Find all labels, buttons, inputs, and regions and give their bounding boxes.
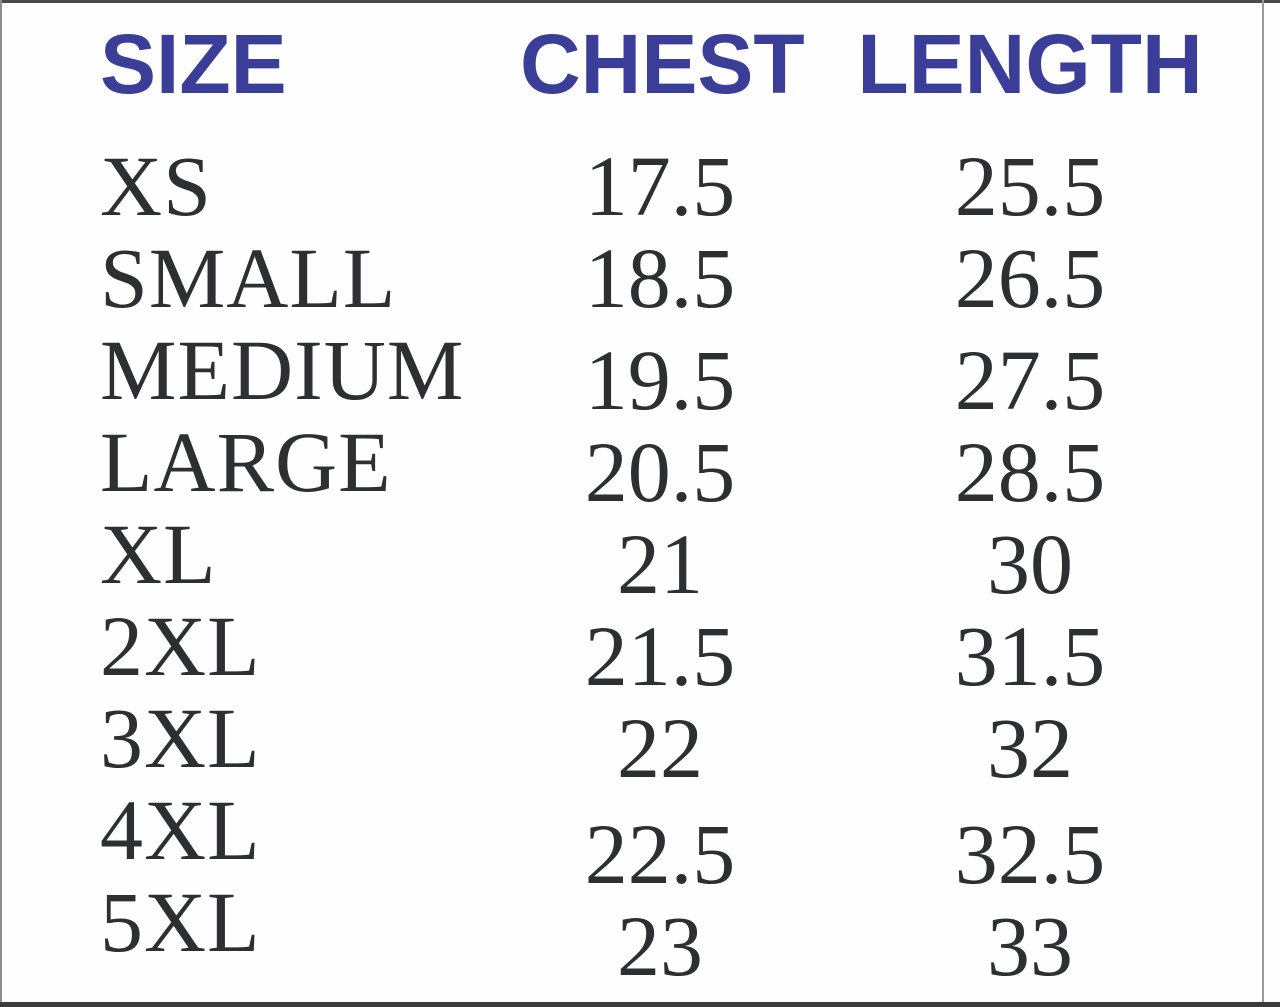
length-cell: 25.5 (954, 138, 1106, 234)
chest-cell: 20.5 (584, 424, 736, 520)
size-cell: 5XL (100, 874, 261, 970)
chest-cell: 17.5 (584, 138, 736, 234)
size-table: SIZE CHEST LENGTH XS 17.5 25.5 SMALL 18.… (100, 16, 1280, 989)
size-cell: LARGE (100, 414, 392, 510)
length-cell: 32.5 (954, 806, 1106, 902)
length-cell: 30 (987, 516, 1073, 612)
length-cell: 26.5 (954, 230, 1106, 326)
table-header-row: SIZE CHEST LENGTH (100, 16, 1280, 112)
chest-cell: 21 (617, 516, 703, 612)
top-border-line (0, 0, 1280, 3)
size-cell: 4XL (100, 782, 261, 878)
chest-cell: 18.5 (584, 230, 736, 326)
size-cell: 2XL (100, 598, 261, 694)
table-body: XS 17.5 25.5 SMALL 18.5 26.5 MEDIUM 19.5… (100, 140, 1280, 989)
size-cell: MEDIUM (100, 322, 465, 418)
table-row: MEDIUM 19.5 27.5 (100, 322, 1280, 423)
size-cell: 3XL (100, 690, 261, 786)
size-cell: XL (100, 506, 217, 602)
column-header-length: LENGTH (857, 17, 1203, 111)
length-cell: 31.5 (954, 608, 1106, 704)
table-row: LARGE 20.5 28.5 (100, 414, 1280, 515)
column-header-chest: CHEST (520, 17, 805, 111)
table-row: 3XL 22 32 (100, 690, 1280, 791)
right-border-line (1262, 0, 1264, 1007)
length-cell: 27.5 (954, 332, 1106, 428)
chest-cell: 23 (617, 898, 703, 994)
chest-cell: 21.5 (584, 608, 736, 704)
chest-cell: 22.5 (584, 806, 736, 902)
table-row: SMALL 18.5 26.5 (100, 232, 1280, 324)
left-border-line (0, 0, 2, 1007)
size-cell: XS (100, 138, 212, 234)
table-row: 2XL 21.5 31.5 (100, 598, 1280, 699)
length-cell: 33 (987, 898, 1073, 994)
chest-cell: 19.5 (584, 332, 736, 428)
length-cell: 28.5 (954, 424, 1106, 520)
chest-cell: 22 (617, 700, 703, 796)
table-row: XS 17.5 25.5 (100, 140, 1280, 232)
table-row: XL 21 30 (100, 506, 1280, 607)
size-cell: SMALL (100, 230, 397, 326)
table-row: 4XL 22.5 32.5 (100, 782, 1280, 897)
table-row: 5XL 23 33 (100, 874, 1280, 989)
bottom-border-line (0, 1002, 1280, 1007)
column-header-size: SIZE (100, 17, 287, 111)
length-cell: 32 (987, 700, 1073, 796)
